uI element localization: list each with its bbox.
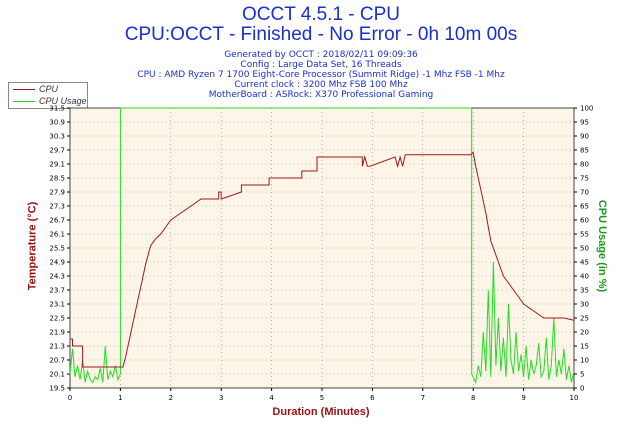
x-tick-label: 6 xyxy=(370,394,375,402)
y-left-tick-label: 20.7 xyxy=(49,357,65,365)
y-right-tick-label: 90 xyxy=(580,133,589,141)
y-right-tick-label: 25 xyxy=(580,315,589,323)
x-tick-label: 4 xyxy=(269,394,274,402)
legend-item-cpu-usage: CPU Usage xyxy=(9,95,87,107)
y-left-tick-label: 19.5 xyxy=(49,385,65,393)
x-tick-label: 5 xyxy=(320,394,324,402)
legend-label-cpu: CPU xyxy=(39,84,59,94)
y-right-tick-label: 15 xyxy=(580,343,589,351)
y-left-tick-label: 22.5 xyxy=(49,315,65,323)
y-right-tick-label: 80 xyxy=(580,161,589,169)
y-right-tick-label: 45 xyxy=(580,259,589,267)
info-config: Config : Large Data Set, 16 Threads xyxy=(240,60,402,70)
y-right-tick-label: 65 xyxy=(580,203,589,211)
y-right-tick-label: 0 xyxy=(580,385,584,393)
y-left-tick-label: 23.1 xyxy=(49,301,65,309)
info-clock: Current clock : 3200 Mhz FSB 100 Mhz xyxy=(234,80,408,90)
y-axis-left-label: Temperature (°C) xyxy=(26,201,39,291)
y-right-tick-label: 10 xyxy=(580,357,589,365)
y-right-tick-label: 5 xyxy=(580,371,584,379)
y-left-tick-label: 31.5 xyxy=(49,105,65,113)
x-tick-label: 9 xyxy=(521,394,525,402)
y-axis-right-label: CPU Usage (in %) xyxy=(596,199,609,293)
y-left-tick-label: 27.3 xyxy=(49,203,65,211)
y-right-tick-label: 20 xyxy=(580,329,589,337)
chart-subtitle: CPU:OCCT - Finished - No Error - 0h 10m … xyxy=(124,24,518,45)
y-left-tick-label: 24.3 xyxy=(49,273,65,281)
chart-title: OCCT 4.5.1 - CPU xyxy=(241,4,401,25)
chart-legend: CPU CPU Usage xyxy=(8,82,88,109)
y-left-tick-label: 24.9 xyxy=(49,259,65,267)
info-cpu: CPU : AMD Ryzen 7 1700 Eight-Core Proces… xyxy=(137,70,505,80)
x-tick-label: 2 xyxy=(169,394,173,402)
y-right-tick-label: 70 xyxy=(580,189,589,197)
y-right-tick-label: 75 xyxy=(580,175,589,183)
y-right-tick-label: 40 xyxy=(580,273,589,281)
x-tick-label: 8 xyxy=(471,394,475,402)
legend-swatch-cpu xyxy=(13,89,35,90)
legend-item-cpu: CPU xyxy=(9,83,87,95)
x-tick-label: 1 xyxy=(118,394,122,402)
info-generated: Generated by OCCT : 2018/02/11 09:09:36 xyxy=(224,50,418,60)
y-left-tick-label: 29.1 xyxy=(49,161,65,169)
y-left-tick-label: 30.9 xyxy=(49,119,65,127)
series-line-cpu-usage xyxy=(69,107,575,385)
y-left-tick-label: 29.7 xyxy=(49,147,65,155)
y-left-tick-label: 25.5 xyxy=(49,245,65,253)
x-tick-label: 10 xyxy=(570,394,579,402)
y-left-tick-label: 28.5 xyxy=(49,175,65,183)
legend-swatch-cpu-usage xyxy=(13,101,35,102)
info-motherboard: MotherBoard : ASRock: X370 Professional … xyxy=(208,90,434,100)
y-right-tick-label: 35 xyxy=(580,287,589,295)
y-right-tick-label: 50 xyxy=(580,245,589,253)
y-right-tick-label: 85 xyxy=(580,147,589,155)
y-left-tick-label: 27.9 xyxy=(49,189,65,197)
series-line-cpu xyxy=(70,151,575,368)
y-left-tick-label: 20.1 xyxy=(49,371,65,379)
y-left-tick-label: 26.1 xyxy=(49,231,65,239)
x-tick-label: 0 xyxy=(68,394,72,402)
y-left-tick-label: 21.9 xyxy=(49,329,65,337)
y-left-tick-label: 26.7 xyxy=(49,217,65,225)
y-left-tick-label: 23.7 xyxy=(49,287,65,295)
y-right-tick-label: 55 xyxy=(580,231,589,239)
y-right-tick-label: 100 xyxy=(580,105,593,113)
x-tick-label: 3 xyxy=(219,394,223,402)
legend-label-cpu-usage: CPU Usage xyxy=(39,96,87,106)
y-left-tick-label: 21.3 xyxy=(49,343,65,351)
x-axis-label: Duration (Minutes) xyxy=(272,406,370,418)
y-right-tick-label: 60 xyxy=(580,217,589,225)
y-right-tick-label: 95 xyxy=(580,119,589,127)
y-right-tick-label: 30 xyxy=(580,301,589,309)
y-left-tick-label: 30.3 xyxy=(49,133,65,141)
x-tick-label: 7 xyxy=(421,394,425,402)
